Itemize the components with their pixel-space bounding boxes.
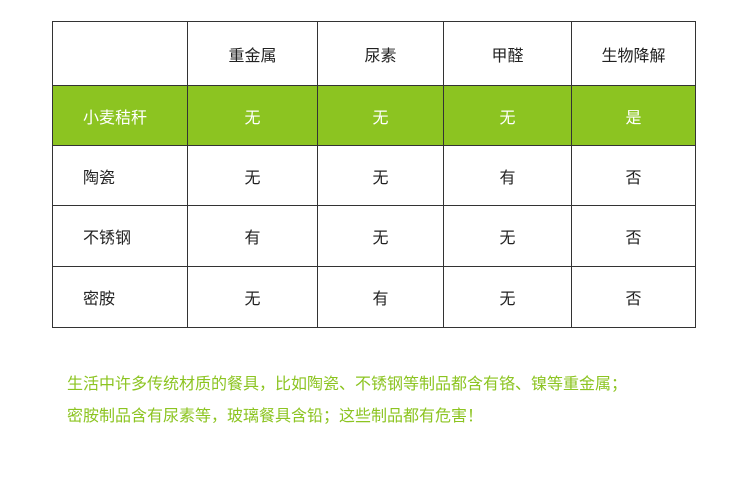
table-cell: 有 [317,266,444,328]
header-cell: 生物降解 [571,21,696,86]
table-cell: 无 [187,266,318,328]
table-row-highlighted: 小麦秸秆 无 无 无 是 [52,85,696,146]
table-cell: 有 [443,145,572,206]
header-cell: 重金属 [187,21,318,86]
row-label: 密胺 [52,266,188,328]
table-cell: 无 [187,145,318,206]
table-cell: 否 [571,266,696,328]
note-line: 密胺制品含有尿素等，玻璃餐具含铅；这些制品都有危害！ [67,406,484,425]
row-label: 不锈钢 [52,205,188,267]
table-row: 陶瓷 无 无 有 否 [52,145,696,206]
table-row: 密胺 无 有 无 否 [52,266,696,328]
header-cell: 尿素 [317,21,444,86]
table-cell: 否 [571,145,696,206]
header-cell: 甲醛 [443,21,572,86]
table-cell: 无 [443,85,572,146]
row-label: 陶瓷 [52,145,188,206]
table-cell: 无 [443,205,572,267]
table-cell: 否 [571,205,696,267]
table-cell: 无 [187,85,318,146]
table-cell: 是 [571,85,696,146]
table-cell: 无 [317,145,444,206]
note-line: 生活中许多传统材质的餐具，比如陶瓷、不锈钢等制品都含有铬、镍等重金属； [67,374,628,393]
comparison-table: 重金属 尿素 甲醛 生物降解 小麦秸秆 无 无 无 是 陶瓷 无 无 有 否 不… [52,21,696,328]
header-row: 重金属 尿素 甲醛 生物降解 [52,21,696,86]
table-cell: 无 [443,266,572,328]
table-row: 不锈钢 有 无 无 否 [52,205,696,267]
header-cell [52,21,188,86]
note-text: 生活中许多传统材质的餐具，比如陶瓷、不锈钢等制品都含有铬、镍等重金属； 密胺制品… [67,368,627,432]
table-cell: 无 [317,205,444,267]
row-label: 小麦秸秆 [52,85,188,146]
table-cell: 有 [187,205,318,267]
table-cell: 无 [317,85,444,146]
